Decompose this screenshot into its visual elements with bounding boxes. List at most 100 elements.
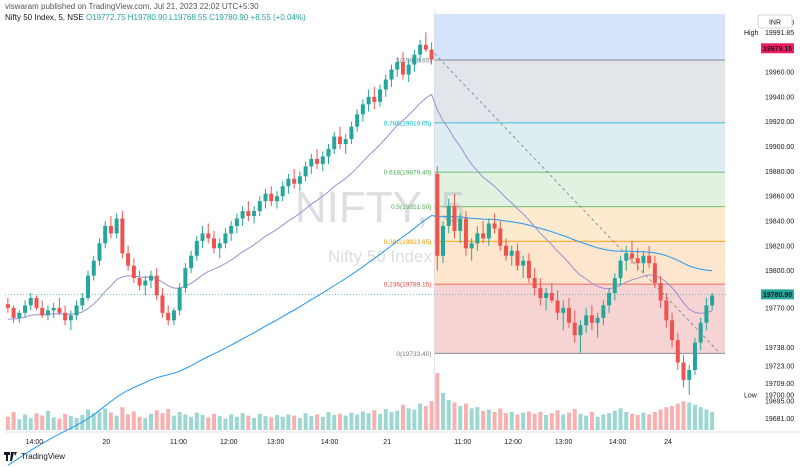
candle-body: [11, 307, 16, 318]
volume-bar: [664, 407, 669, 430]
volume-bar: [177, 412, 182, 430]
volume-bar: [137, 416, 142, 430]
volume-bar: [280, 416, 285, 430]
candle-body: [171, 310, 176, 321]
volume-bar: [57, 418, 62, 430]
price-tick-label: 19940.00: [765, 94, 794, 101]
candle-body: [229, 225, 234, 234]
volume-bar: [561, 414, 566, 430]
volume-bar: [607, 413, 612, 430]
candle-body: [326, 149, 331, 157]
candle-body: [435, 173, 440, 256]
volume-bar: [652, 412, 657, 430]
volume-bar: [349, 412, 354, 430]
price-tick-label: 19840.00: [765, 219, 794, 226]
symbol-legend[interactable]: Nifty 50 Index, 5, NSE O19772.75 H19780.…: [5, 13, 306, 22]
volume-bar: [303, 413, 308, 430]
candle-body: [578, 325, 583, 336]
volume-bar: [315, 414, 320, 430]
volume-bar: [234, 416, 239, 430]
volume-bar: [274, 415, 279, 430]
time-tick-label: 13:00: [267, 439, 285, 446]
volume-bar: [326, 412, 331, 430]
candle-body: [475, 233, 480, 244]
volume-bar: [257, 413, 262, 430]
volume-bar: [698, 407, 703, 430]
volume-bar: [292, 415, 297, 430]
currency-label: INR: [769, 20, 781, 27]
fib-zone: [434, 241, 725, 285]
price-tick-label: 19880.00: [765, 169, 794, 176]
volume-bar: [200, 415, 205, 430]
fib-zone: [434, 122, 725, 173]
candle-body: [652, 263, 657, 284]
footer-brand[interactable]: TradingView: [4, 452, 65, 461]
candle-body: [200, 233, 205, 241]
watermark-name: Nifty 50 Index: [328, 247, 432, 266]
candle-body: [263, 193, 268, 202]
volume-bar: [309, 416, 314, 430]
candle-body: [292, 178, 297, 184]
volume-bar: [131, 411, 136, 430]
price-label-badge: [761, 289, 794, 300]
candle-body: [309, 158, 314, 167]
candle-body: [206, 233, 211, 239]
price-tick-label: 19800.00: [765, 268, 794, 275]
candle-body: [360, 104, 365, 115]
candle-body: [481, 233, 486, 239]
fib-zone-top: [434, 14, 725, 61]
symbol-name[interactable]: Nifty 50 Index, 5, NSE: [5, 13, 84, 22]
price-tick-label: 19723.00: [765, 364, 794, 371]
volume-bar: [670, 406, 675, 430]
volume-bar: [240, 413, 245, 430]
volume-bar: [578, 413, 583, 430]
volume-bar: [11, 412, 16, 430]
candle-body: [257, 201, 262, 212]
volume-bar: [355, 414, 360, 430]
volume-bar: [704, 409, 709, 430]
candle-body: [269, 193, 274, 202]
candle-body: [538, 288, 543, 298]
candle-body: [103, 225, 108, 244]
volume-bar: [458, 406, 463, 430]
volume-bar: [86, 409, 91, 430]
volume-bar: [166, 409, 171, 430]
candle-body: [320, 156, 325, 164]
fib-zone: [434, 172, 725, 207]
volume-bar: [509, 412, 514, 430]
candle-body: [658, 283, 663, 301]
volume-bar: [624, 412, 629, 430]
candle-body: [126, 253, 131, 266]
candle-body: [675, 340, 680, 363]
volume-bar: [515, 414, 520, 430]
volume-bar: [446, 400, 451, 430]
candle-body: [246, 211, 251, 217]
time-tick-label: 11:00: [170, 439, 187, 446]
volume-bar: [469, 408, 474, 430]
volume-bar: [383, 409, 388, 430]
candle-body: [389, 69, 394, 80]
candle-body: [635, 258, 640, 264]
volume-bar: [120, 407, 125, 430]
volume-bar: [538, 412, 543, 430]
volume-bar: [572, 409, 577, 430]
candle-body: [601, 305, 606, 318]
candle-body: [498, 228, 503, 246]
volume-bar: [612, 410, 617, 430]
volume-bar: [521, 412, 526, 430]
volume-bar: [504, 413, 509, 430]
candle-body: [412, 54, 417, 65]
volume-bar: [423, 406, 428, 430]
candle-body: [252, 211, 257, 217]
volume-bar: [635, 415, 640, 430]
volume-bar: [492, 412, 497, 430]
candle-body: [274, 196, 279, 202]
candle-body: [217, 243, 222, 249]
volume-bar: [160, 413, 165, 430]
candle-body: [189, 255, 194, 269]
volume-bar: [544, 415, 549, 430]
candle-body: [286, 178, 291, 187]
volume-bar: [51, 417, 56, 430]
candle-body: [366, 96, 371, 105]
candle-body: [584, 315, 589, 326]
